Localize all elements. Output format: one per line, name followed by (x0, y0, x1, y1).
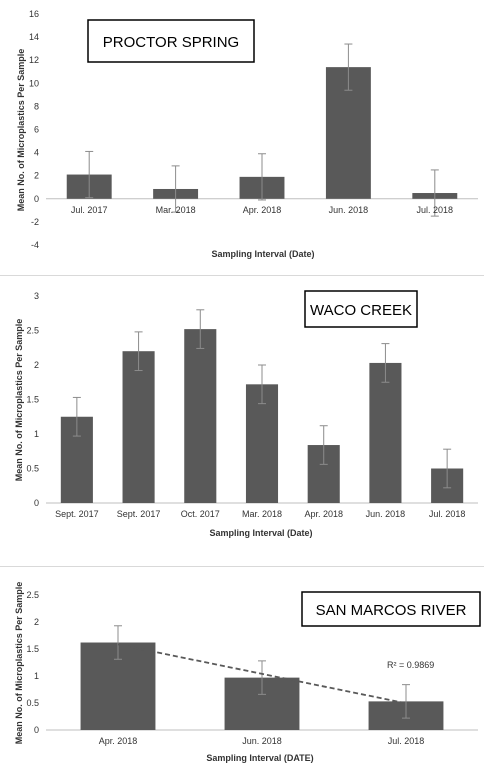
x-tick-label: Jun. 2018 (366, 509, 406, 519)
y-axis-title: Mean No. of Microplastics Per Sample (14, 582, 24, 745)
x-tick-label: Jul. 2018 (417, 205, 454, 215)
y-tick-label: 2 (34, 171, 39, 181)
x-tick-label: Apr. 2018 (99, 736, 138, 746)
x-axis-title: Sampling Interval (DATE) (206, 753, 313, 763)
y-tick-label: 12 (29, 55, 39, 65)
x-tick-label: Apr. 2018 (304, 509, 343, 519)
y-tick-label: 0 (34, 498, 39, 508)
x-tick-label: Sept. 2017 (117, 509, 161, 519)
y-tick-label: 4 (34, 148, 39, 158)
waco-creek-plot: WACO CREEK Sampling Interval (Date) Mean… (14, 290, 478, 538)
y-tick-label: 1.5 (26, 644, 39, 654)
y-tick-label: 1 (34, 671, 39, 681)
chart-title: PROCTOR SPRING (103, 34, 239, 51)
y-tick-label: 2.5 (26, 590, 39, 600)
y-tick-label: 3 (34, 291, 39, 301)
x-tick-label: Jul. 2018 (388, 736, 425, 746)
chart-san-marcos-river: SAN MARCOS RIVER R² = 0.9869 Sampling In… (0, 570, 484, 766)
chart-title: SAN MARCOS RIVER (316, 602, 467, 619)
x-tick-label: Oct. 2017 (181, 509, 220, 519)
y-tick-label: 0.5 (26, 698, 39, 708)
bar (369, 362, 402, 503)
y-tick-label: 2.5 (26, 326, 39, 336)
y-tick-label: 1.5 (26, 395, 39, 405)
y-tick-label: 0 (34, 725, 39, 735)
y-tick-label: 16 (29, 9, 39, 19)
y-tick-label: 10 (29, 78, 39, 88)
bar (184, 329, 217, 503)
y-tick-label: 2 (34, 360, 39, 370)
x-tick-label: Mar. 2018 (242, 509, 282, 519)
chart-title-box (304, 290, 418, 328)
x-tick-label: Jul. 2017 (71, 205, 108, 215)
chart-title: WACO CREEK (310, 302, 412, 319)
x-axis-title: Sampling Interval (Date) (209, 528, 312, 538)
x-tick-label: Mar. 2018 (156, 205, 196, 215)
trendline (117, 643, 407, 705)
r-squared-label: R² = 0.9869 (387, 660, 434, 670)
y-tick-label: 2 (34, 617, 39, 627)
chart-proctor-spring: PROCTOR SPRING Sampling Interval (Date) … (0, 0, 484, 262)
x-axis-title: Sampling Interval (Date) (211, 249, 314, 259)
chart-title-box (87, 19, 255, 63)
y-tick-label: -2 (31, 217, 39, 227)
y-tick-label: 8 (34, 101, 39, 111)
chart-waco-creek: WACO CREEK Sampling Interval (Date) Mean… (0, 278, 484, 550)
panel-divider (0, 275, 484, 276)
y-tick-label: -4 (31, 240, 39, 250)
proctor-spring-plot: PROCTOR SPRING Sampling Interval (Date) … (16, 9, 478, 259)
san-marcos-river-plot: SAN MARCOS RIVER R² = 0.9869 Sampling In… (14, 582, 481, 763)
y-tick-label: 1 (34, 429, 39, 439)
y-tick-label: 6 (34, 125, 39, 135)
x-tick-label: Jun. 2018 (329, 205, 369, 215)
x-tick-label: Sept. 2017 (55, 509, 99, 519)
y-tick-label: 0.5 (26, 464, 39, 474)
x-tick-label: Apr. 2018 (243, 205, 282, 215)
x-tick-label: Jul. 2018 (429, 509, 466, 519)
y-tick-label: 0 (34, 194, 39, 204)
y-axis-title: Mean No. of Microplastics Per Sample (16, 49, 26, 212)
bar (122, 351, 155, 503)
panel-divider (0, 566, 484, 567)
y-axis-title: Mean No. of Microplastics Per Sample (14, 319, 24, 482)
x-tick-label: Jun. 2018 (242, 736, 282, 746)
chart-title-box (301, 591, 481, 627)
y-tick-label: 14 (29, 32, 39, 42)
